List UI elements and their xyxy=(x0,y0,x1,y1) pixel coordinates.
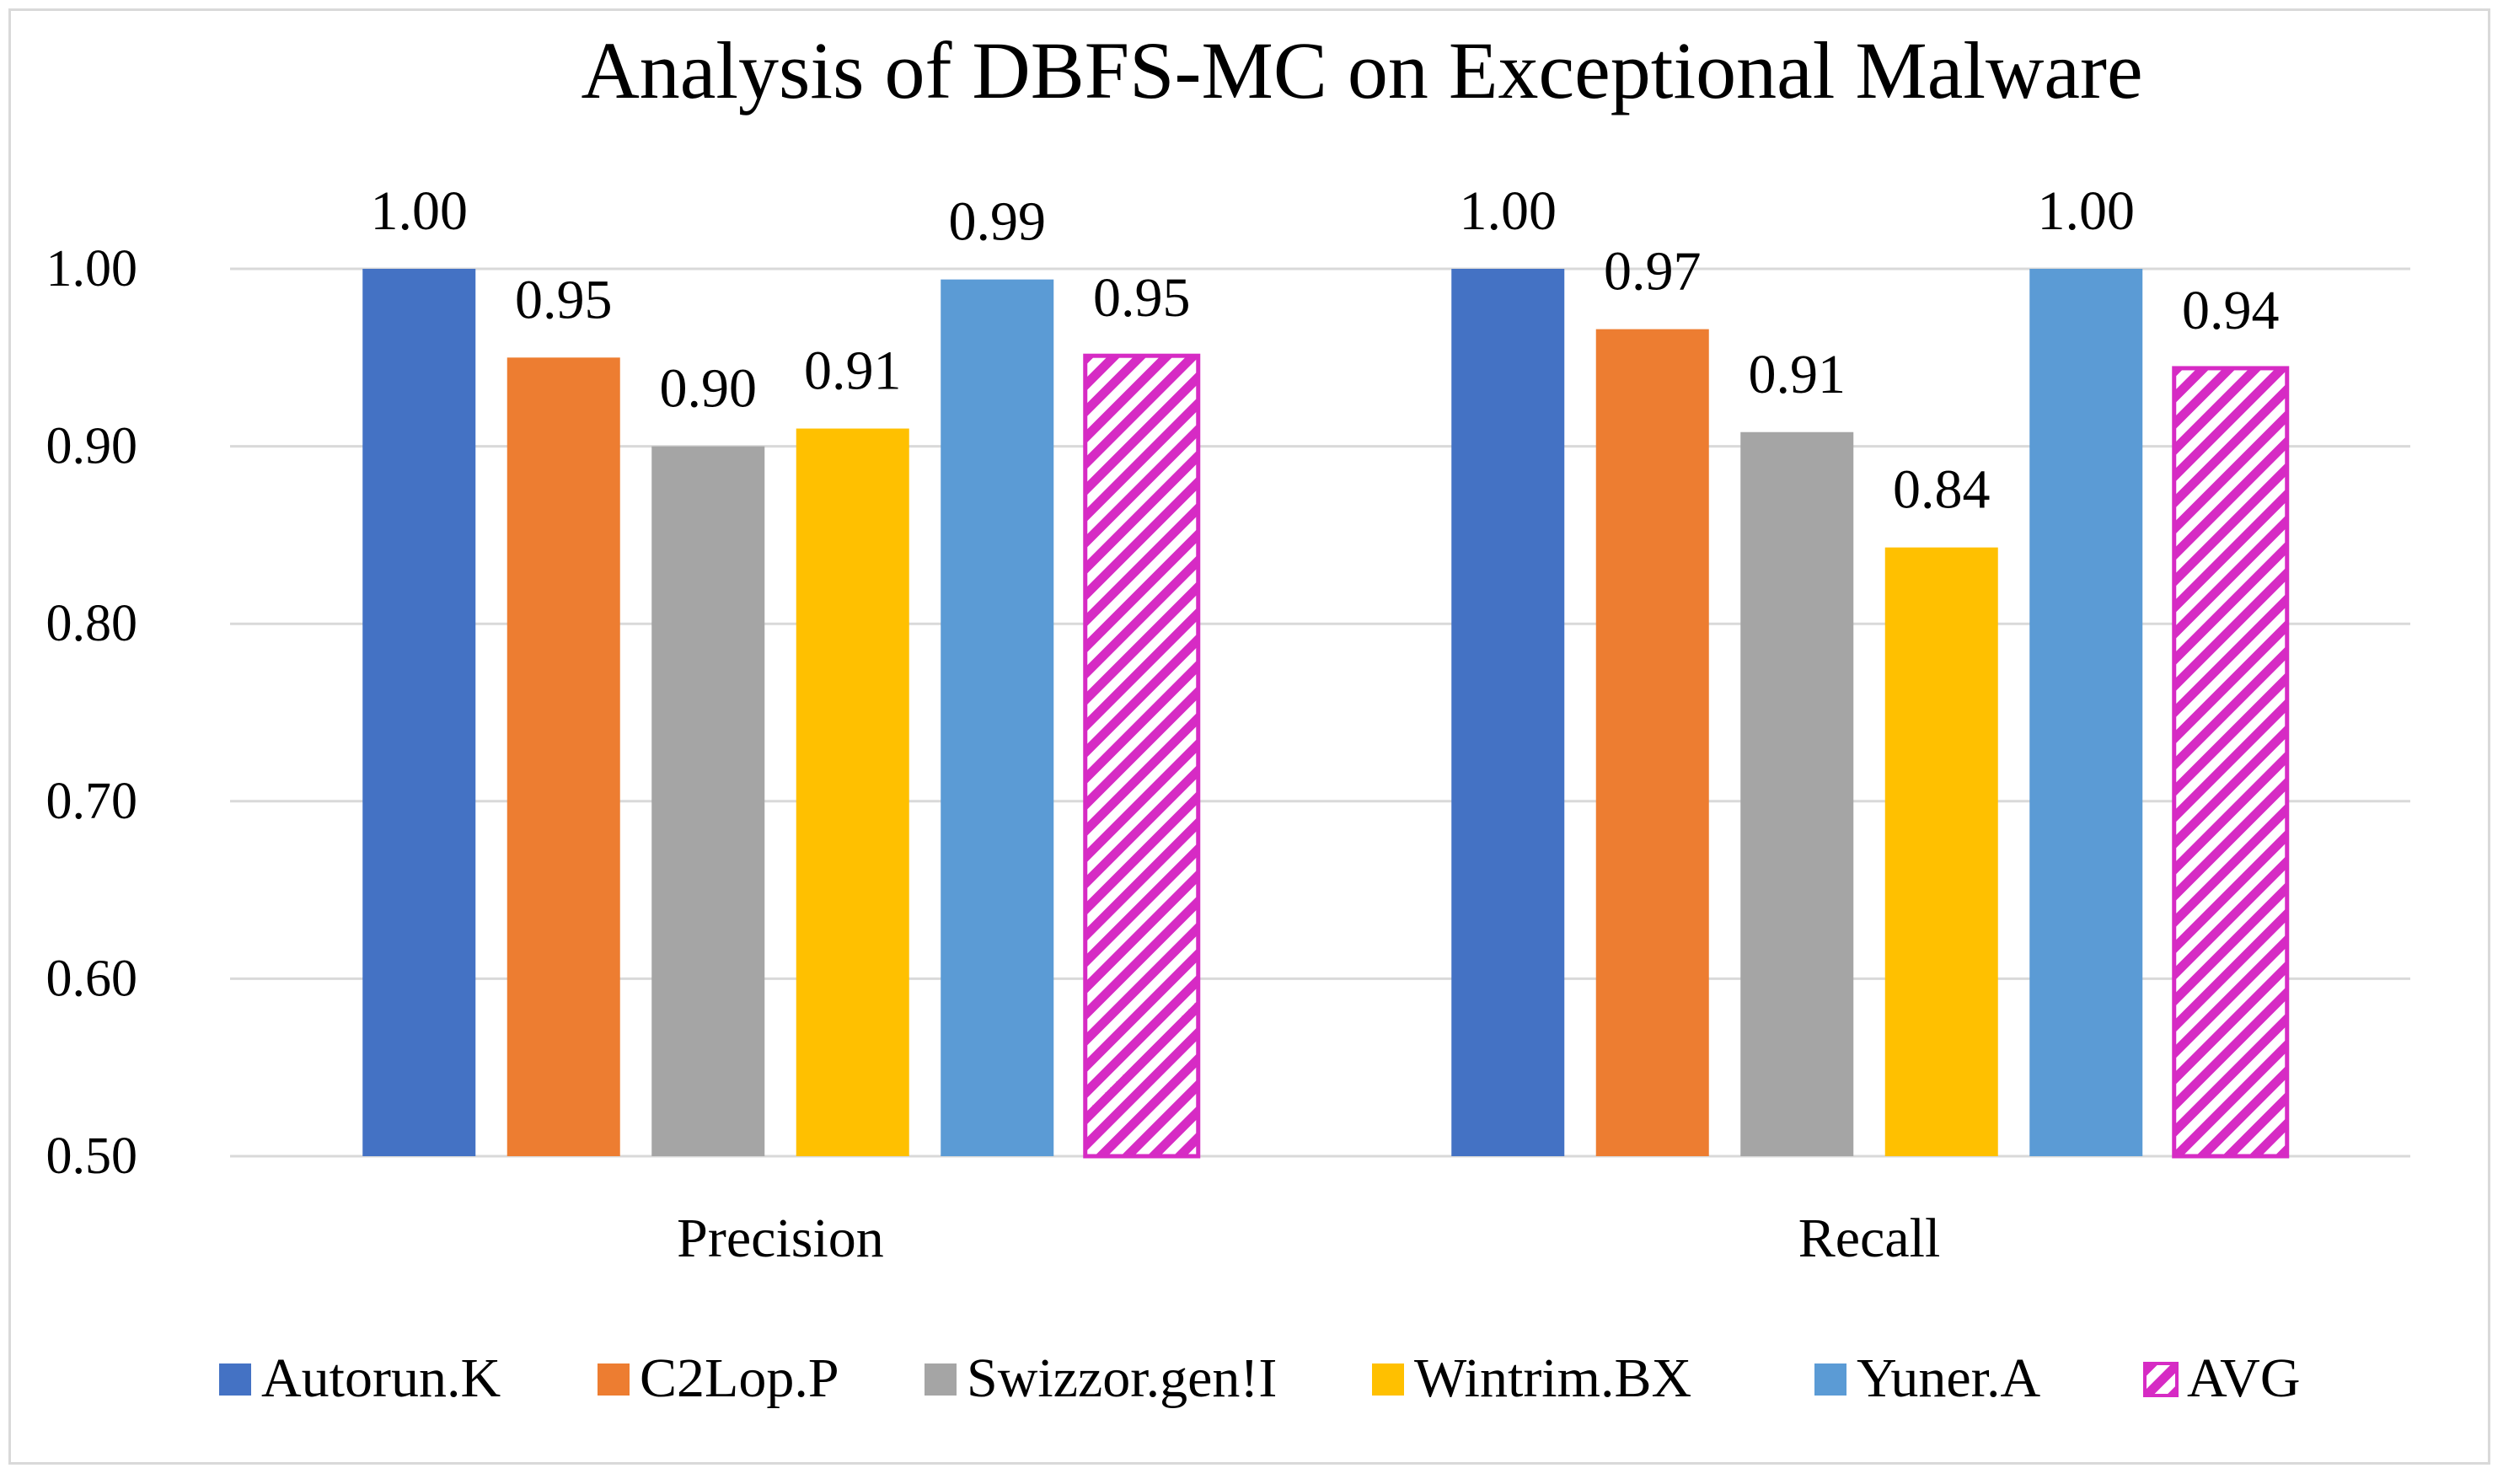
chart-frame: Analysis of DBFS-MC on Exceptional Malwa… xyxy=(8,8,2490,1465)
data-label: 0.97 xyxy=(1604,241,1702,303)
bar-chart: Analysis of DBFS-MC on Exceptional Malwa… xyxy=(46,25,2410,1409)
legend-swatch xyxy=(219,1363,251,1396)
legend: Autorun.K C2Lop.P Swizzor.gen!I Wintrim.BX Y… xyxy=(219,1347,2300,1409)
legend-label: Swizzor.gen!I xyxy=(967,1347,1277,1409)
data-label: 0.90 xyxy=(660,358,758,420)
data-label: 0.99 xyxy=(949,191,1047,253)
bar-avg-precision xyxy=(1083,353,1201,1159)
y-tick-label: 0.70 xyxy=(46,773,138,830)
legend-label: Autorun.K xyxy=(261,1347,501,1409)
legend-label: Yuner.A xyxy=(1857,1347,2040,1409)
bar-autorun-k-recall xyxy=(1451,269,1565,1156)
legend-label: C2Lop.P xyxy=(640,1347,839,1409)
bar-wintrim-bx-recall xyxy=(1884,547,1998,1156)
data-label: 0.91 xyxy=(1749,344,1846,405)
y-tick-label: 0.80 xyxy=(46,595,138,652)
data-label: 1.00 xyxy=(371,180,469,242)
legend-swatch xyxy=(1372,1363,1404,1396)
data-label: 1.00 xyxy=(2038,180,2136,242)
legend-swatch xyxy=(598,1363,630,1396)
bar-wintrim-bx-precision xyxy=(796,428,909,1156)
y-tick-label: 0.60 xyxy=(46,950,138,1007)
data-label: 0.95 xyxy=(515,269,613,330)
bar-swizzor-gen-i-recall xyxy=(1740,431,1854,1156)
x-category-label: Recall xyxy=(1798,1208,1941,1269)
legend-label: AVG xyxy=(2187,1347,2300,1409)
chart-title: Analysis of DBFS-MC on Exceptional Malwa… xyxy=(581,25,2142,115)
y-tick-label: 0.50 xyxy=(46,1128,138,1185)
data-label: 0.91 xyxy=(804,340,902,402)
x-category-label: Precision xyxy=(677,1208,884,1269)
y-axis-ticks: 0.50 0.60 0.70 0.80 0.90 1.00 xyxy=(46,240,138,1185)
y-tick-label: 1.00 xyxy=(46,240,138,297)
y-tick-label: 0.90 xyxy=(46,418,138,475)
data-label: 0.95 xyxy=(1093,267,1191,329)
data-label: 1.00 xyxy=(1460,180,1557,242)
bar-avg-recall xyxy=(2172,366,2290,1159)
bar-swizzor-gen-i-precision xyxy=(651,446,765,1156)
legend-swatch xyxy=(1814,1363,1846,1396)
bars xyxy=(362,269,2290,1159)
legend-swatch xyxy=(925,1363,957,1396)
bar-yuner-a-recall xyxy=(2029,269,2143,1156)
bar-yuner-a-precision xyxy=(941,279,1054,1156)
legend-label: Wintrim.BX xyxy=(1414,1347,1691,1409)
data-label: 0.84 xyxy=(1893,459,1991,521)
bar-autorun-k-precision xyxy=(362,269,476,1156)
bar-c2lop-p-recall xyxy=(1595,329,1709,1156)
data-label: 0.94 xyxy=(2182,280,2280,341)
legend-swatch xyxy=(2143,1362,2179,1397)
x-axis-categories: Precision Recall xyxy=(677,1208,1940,1269)
bar-c2lop-p-precision xyxy=(506,357,620,1156)
data-labels: 1.00 0.95 0.90 0.91 0.99 0.95 1.00 0.97 0.91 0.84… xyxy=(371,180,2280,521)
